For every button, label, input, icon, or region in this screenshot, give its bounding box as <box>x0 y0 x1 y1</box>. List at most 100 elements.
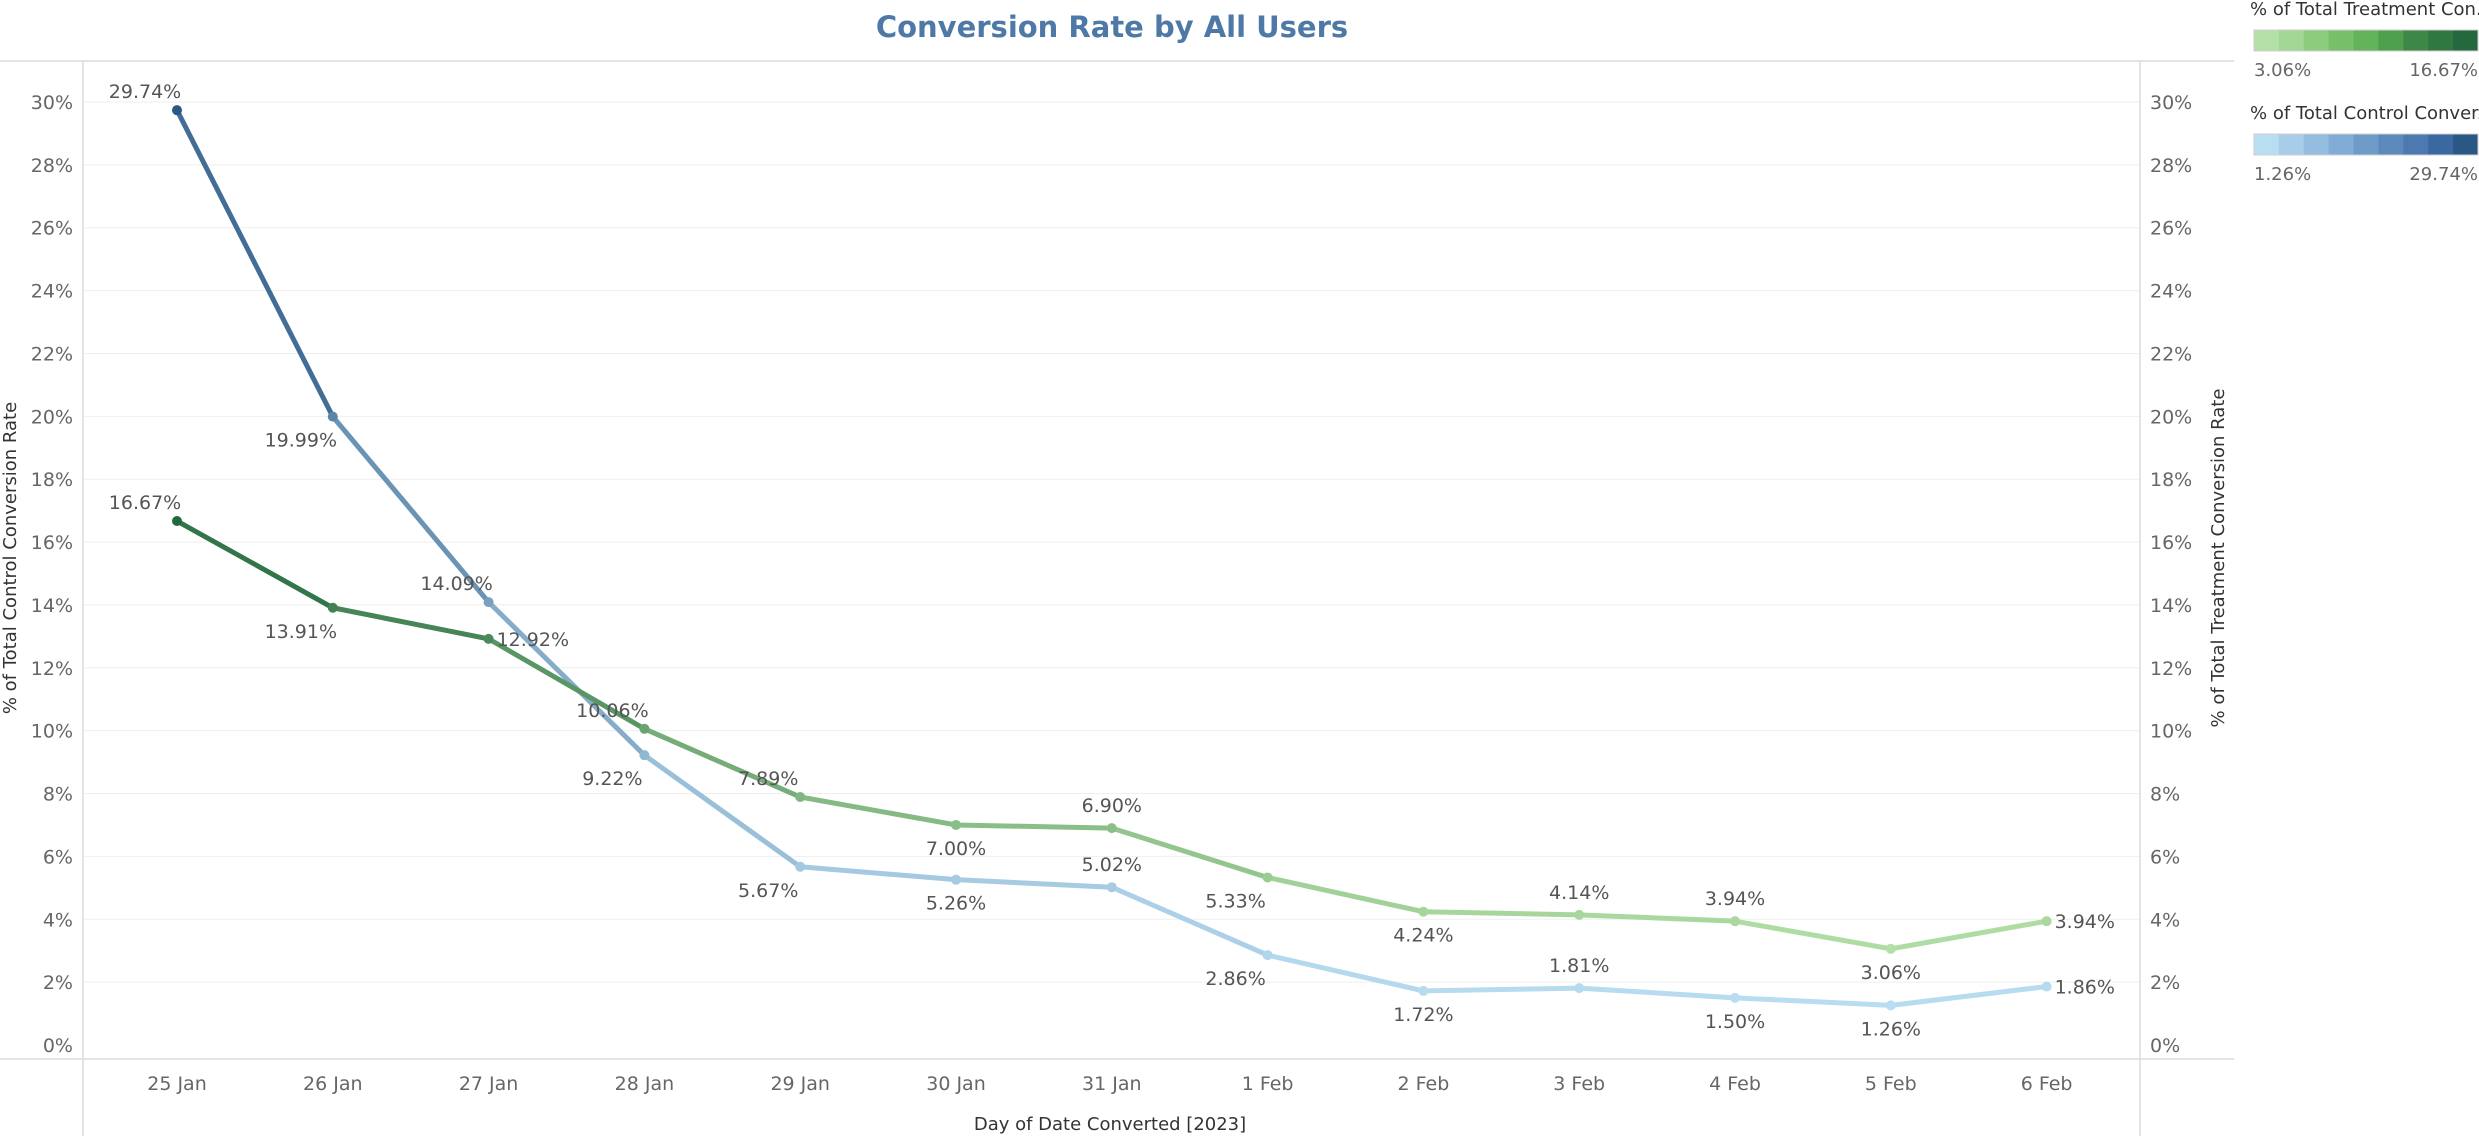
right-y-tick-label: 2% <box>2150 972 2180 994</box>
right-y-tick-label: 4% <box>2150 909 2180 931</box>
control-legend-min: 1.26% <box>2254 164 2311 185</box>
treatment-line-segment <box>953 822 1115 831</box>
control-data-point[interactable] <box>1106 882 1117 893</box>
treatment-data-point[interactable] <box>1885 943 1896 954</box>
treatment-data-point[interactable] <box>951 819 961 830</box>
treatment-line-segment <box>797 794 959 828</box>
axes-layer: 0% 0% 2% 2% 4% 4% 6% 6% 8% 8% 10% 10% 12% 12% 14% 14% 16… <box>0 61 2234 1136</box>
control-legend-swatch <box>2378 134 2404 155</box>
control-data-label: 1.81% <box>1549 955 1609 977</box>
control-legend-swatch <box>2453 134 2479 155</box>
x-tick-label: 30 Jan <box>926 1073 986 1095</box>
treatment-data-point[interactable] <box>1106 823 1117 834</box>
control-legend-title: % of Total Control Conver... <box>2250 103 2479 124</box>
treatment-data-point[interactable] <box>2041 916 2052 927</box>
control-data-point[interactable] <box>1885 1000 1896 1011</box>
x-tick-label: 25 Jan <box>147 1073 207 1095</box>
right-y-tick-label: 24% <box>2150 281 2192 303</box>
grid-layer <box>83 101 2140 983</box>
treatment-data-point[interactable] <box>1574 909 1585 920</box>
control-data-point[interactable] <box>1574 983 1585 994</box>
control-legend-swatch <box>2254 134 2280 155</box>
control-data-point[interactable] <box>327 411 338 422</box>
left-y-tick-label: 16% <box>31 532 73 554</box>
treatment-data-label: 16.67% <box>109 492 181 514</box>
right-y-tick-label: 28% <box>2150 155 2192 177</box>
control-line-segment <box>486 599 647 758</box>
legend-panel: % of Total Treatment Con... 3.06% 16.67% % … <box>2250 0 2479 185</box>
left-y-tick-label: 0% <box>43 1035 73 1057</box>
right-y-tick-label: 14% <box>2150 595 2192 617</box>
treatment-data-label: 6.90% <box>1082 795 1142 817</box>
treatment-line-segment <box>486 636 647 732</box>
treatment-line-segment <box>1888 918 2050 952</box>
control-legend-swatch <box>2303 134 2330 155</box>
control-data-label: 9.22% <box>582 768 642 790</box>
left-y-axis-title: % of Total Control Conversion Rate <box>0 402 21 714</box>
right-y-tick-label: 22% <box>2150 343 2192 365</box>
treatment-data-point[interactable] <box>795 791 806 802</box>
control-data-label: 1.86% <box>2055 977 2115 999</box>
control-legend-swatch <box>2353 134 2379 155</box>
treatment-line-segment <box>1265 874 1426 915</box>
control-line-segment <box>1109 884 1271 958</box>
treatment-data-label: 4.14% <box>1549 882 1609 904</box>
left-y-tick-label: 28% <box>31 155 73 177</box>
treatment-data-point[interactable] <box>483 633 494 644</box>
treatment-data-point[interactable] <box>327 602 338 613</box>
control-line-segment <box>797 864 959 883</box>
control-data-point[interactable] <box>2041 981 2052 992</box>
treatment-data-label: 12.92% <box>497 629 569 651</box>
right-y-tick-label: 18% <box>2150 469 2192 491</box>
left-y-tick-label: 10% <box>31 721 73 743</box>
control-legend-swatch <box>2403 134 2429 155</box>
control-data-point[interactable] <box>1262 950 1273 961</box>
control-data-point[interactable] <box>172 105 182 116</box>
treatment-legend-swatch <box>2353 30 2379 51</box>
treatment-data-point[interactable] <box>1262 872 1273 883</box>
treatment-line-segment <box>1732 918 1894 952</box>
treatment-legend-swatch <box>2328 30 2355 51</box>
control-data-point[interactable] <box>483 597 494 608</box>
treatment-line-segment <box>641 726 803 800</box>
treatment-legend-title: % of Total Treatment Con... <box>2250 0 2479 20</box>
x-axis-title: Day of Date Converted [2023] <box>974 1114 1246 1135</box>
left-y-tick-label: 14% <box>31 595 73 617</box>
treatment-legend-swatch <box>2428 30 2454 51</box>
control-data-label: 1.26% <box>1861 1018 1921 1040</box>
control-data-label: 14.09% <box>420 573 492 595</box>
control-line-segment <box>1732 995 1894 1008</box>
control-data-point[interactable] <box>639 750 650 761</box>
treatment-legend-max: 16.67% <box>2409 60 2478 81</box>
treatment-data-point[interactable] <box>172 516 182 527</box>
control-data-point[interactable] <box>795 861 806 872</box>
control-legend-border <box>2253 133 2479 156</box>
right-y-tick-label: 0% <box>2150 1035 2180 1057</box>
x-tick-label: 3 Feb <box>1553 1073 1605 1095</box>
left-y-tick-label: 12% <box>31 658 73 680</box>
treatment-legend-min: 3.06% <box>2254 60 2311 81</box>
control-data-label: 29.74% <box>109 81 181 103</box>
treatment-data-point[interactable] <box>1418 906 1429 917</box>
left-y-tick-label: 26% <box>31 218 73 240</box>
right-y-axis-title: % of Total Treatment Conversion Rate <box>2208 389 2229 728</box>
right-y-tick-label: 12% <box>2150 658 2192 680</box>
x-tick-label: 1 Feb <box>1242 1073 1294 1095</box>
control-data-point[interactable] <box>951 874 961 885</box>
control-data-label: 1.50% <box>1705 1011 1765 1033</box>
x-tick-label: 28 Jan <box>615 1073 675 1095</box>
x-tick-label: 27 Jan <box>459 1073 519 1095</box>
control-data-point[interactable] <box>1730 992 1740 1003</box>
treatment-data-point[interactable] <box>639 723 650 734</box>
treatment-data-point[interactable] <box>1730 916 1740 927</box>
left-y-tick-label: 18% <box>31 469 73 491</box>
left-y-tick-label: 20% <box>31 406 73 428</box>
right-y-tick-label: 8% <box>2150 784 2180 806</box>
left-y-tick-label: 22% <box>31 343 73 365</box>
labels-layer: 29.74% 19.99% 14.09% 9.22% 5.67% 5.26% 5.02% 2.… <box>109 81 2115 1040</box>
treatment-legend-swatch <box>2254 30 2280 51</box>
control-data-point[interactable] <box>1418 985 1429 996</box>
treatment-legend-swatch <box>2403 30 2429 51</box>
left-y-tick-label: 4% <box>43 909 73 931</box>
